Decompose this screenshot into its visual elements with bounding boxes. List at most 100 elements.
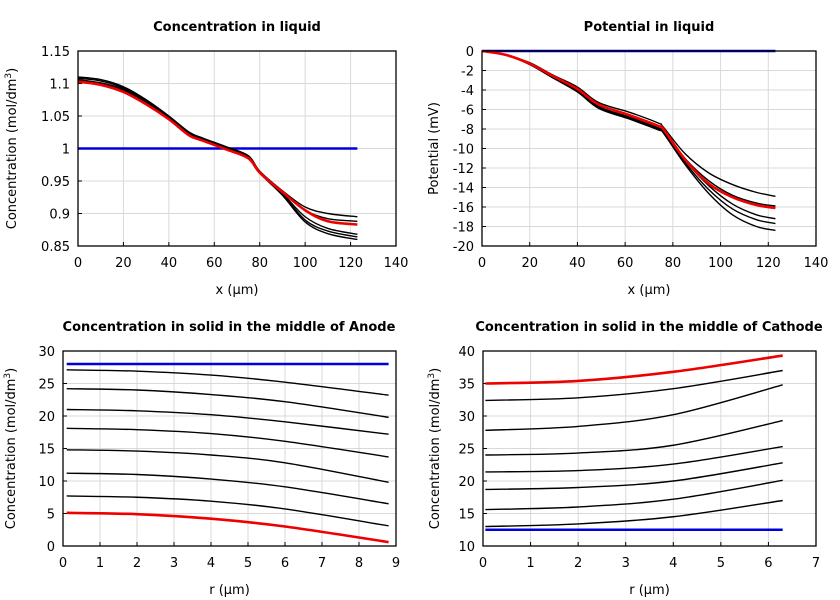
y-tick-label: -14 [453,182,474,197]
x-tick-label: 2 [133,556,141,571]
y-axis-label-tail: ) [4,368,19,373]
x-tick-label: 140 [384,256,409,271]
y-tick-label: 20 [458,475,475,490]
x-tick-label: 1 [526,556,534,571]
y-axis-label-tail: ) [428,368,443,373]
x-tick-label: 40 [161,256,178,271]
y-tick-label: 1.1 [49,78,70,93]
y-axis-label: Potential (mV) [427,102,442,195]
x-axis-label: x (µm) [628,283,671,298]
series-line-final [485,354,783,385]
y-axis-label-main: Concentration (mol/dm [428,379,443,530]
series-line-black2 [66,388,389,418]
y-tick-label: 30 [458,410,475,425]
series-line-black1 [66,369,389,396]
y-axis-label-superscript: 3 [4,73,14,79]
y-tick-label: -18 [453,221,474,236]
series-line-black3 [481,50,776,220]
x-tick-label: 120 [756,256,781,271]
y-tick-label: 1.15 [41,45,70,60]
y-tick-label: 30 [38,345,55,360]
x-tick-label: 0 [74,256,82,271]
plot-frame [77,50,397,247]
series-line-black4 [485,445,783,473]
y-tick-label: 0.95 [41,175,70,190]
x-tick-label: 60 [206,256,223,271]
series-line-black4 [66,427,389,458]
x-axis-label: r (µm) [629,583,670,598]
x-tick-label: 2 [574,556,582,571]
series-line-black2 [485,479,783,511]
y-tick-label: 25 [458,443,475,458]
y-axis-label: Concentration (mol/dm3) [427,368,443,530]
y-tick-label: 1.05 [41,110,70,125]
series-line-final [481,49,776,210]
plot-title: Concentration in liquid [153,20,321,35]
y-tick-label: 0.85 [41,240,70,255]
x-axis-label: r (µm) [209,583,250,598]
y-tick-label: 35 [458,378,475,393]
x-tick-label: 8 [355,556,363,571]
series-line-black6 [66,472,389,505]
y-tick-label: -2 [461,65,474,80]
x-tick-label: 3 [170,556,178,571]
x-axis-label: x (µm) [216,283,259,298]
y-tick-label: 15 [458,508,475,523]
series-line-final [77,80,358,226]
plot-1: Concentration in liquid 0 20 40 60 80 100 120 14… [4,20,408,298]
series-line-final [66,511,389,544]
series-line-black7 [66,495,389,527]
y-axis-label: Concentration (mol/dm3) [3,368,19,530]
x-tick-label: 7 [812,556,820,571]
y-tick-label: -16 [453,201,474,216]
y-tick-label: 15 [38,443,55,458]
x-tick-label: 0 [478,256,486,271]
x-tick-label: 60 [617,256,634,271]
y-tick-label: -8 [461,123,474,138]
y-axis-label-superscript: 3 [427,373,437,379]
x-tick-label: 3 [622,556,630,571]
series-line-black3 [66,408,389,435]
y-axis-label-main: Concentration (mol/dm [5,79,20,230]
y-axis-label: Concentration (mol/dm3) [4,68,20,230]
series-line-black5 [66,449,389,483]
x-tick-label: 4 [207,556,215,571]
y-tick-label: 25 [38,378,55,393]
y-tick-label: -20 [453,240,474,255]
x-tick-label: 40 [569,256,586,271]
plot-frame [481,50,817,247]
y-axis-label-main: Potential (mV) [427,102,442,195]
y-tick-label: 0.9 [49,208,70,223]
x-tick-label: 80 [665,256,682,271]
x-tick-label: 120 [338,256,363,271]
x-tick-label: 80 [251,256,268,271]
x-tick-label: 20 [115,256,132,271]
x-tick-label: 20 [521,256,538,271]
y-axis-label-main: Concentration (mol/dm [4,379,19,530]
y-tick-label: -4 [461,84,474,99]
plot-frame [62,350,397,547]
y-tick-label: 0 [466,45,474,60]
series-line-black1 [485,499,783,528]
x-tick-label: 6 [281,556,289,571]
x-tick-label: 0 [479,556,487,571]
y-tick-label: 10 [458,540,475,555]
x-tick-label: 140 [804,256,829,271]
y-tick-label: -6 [461,104,474,119]
plot-title: Concentration in solid in the middle of … [63,320,396,335]
x-tick-label: 0 [59,556,67,571]
x-tick-label: 9 [392,556,400,571]
series-line-black5 [485,419,783,456]
x-tick-label: 100 [708,256,733,271]
x-tick-label: 100 [293,256,318,271]
series-line-black7 [485,369,783,402]
y-tick-label: -12 [453,162,474,177]
series-line-black3 [485,462,783,491]
y-tick-label: -10 [453,143,474,158]
x-tick-label: 7 [318,556,326,571]
series-line-black6 [485,384,783,431]
series-line-black1 [481,50,776,197]
plot-4: Concentration in solid in the middle of … [427,320,823,598]
